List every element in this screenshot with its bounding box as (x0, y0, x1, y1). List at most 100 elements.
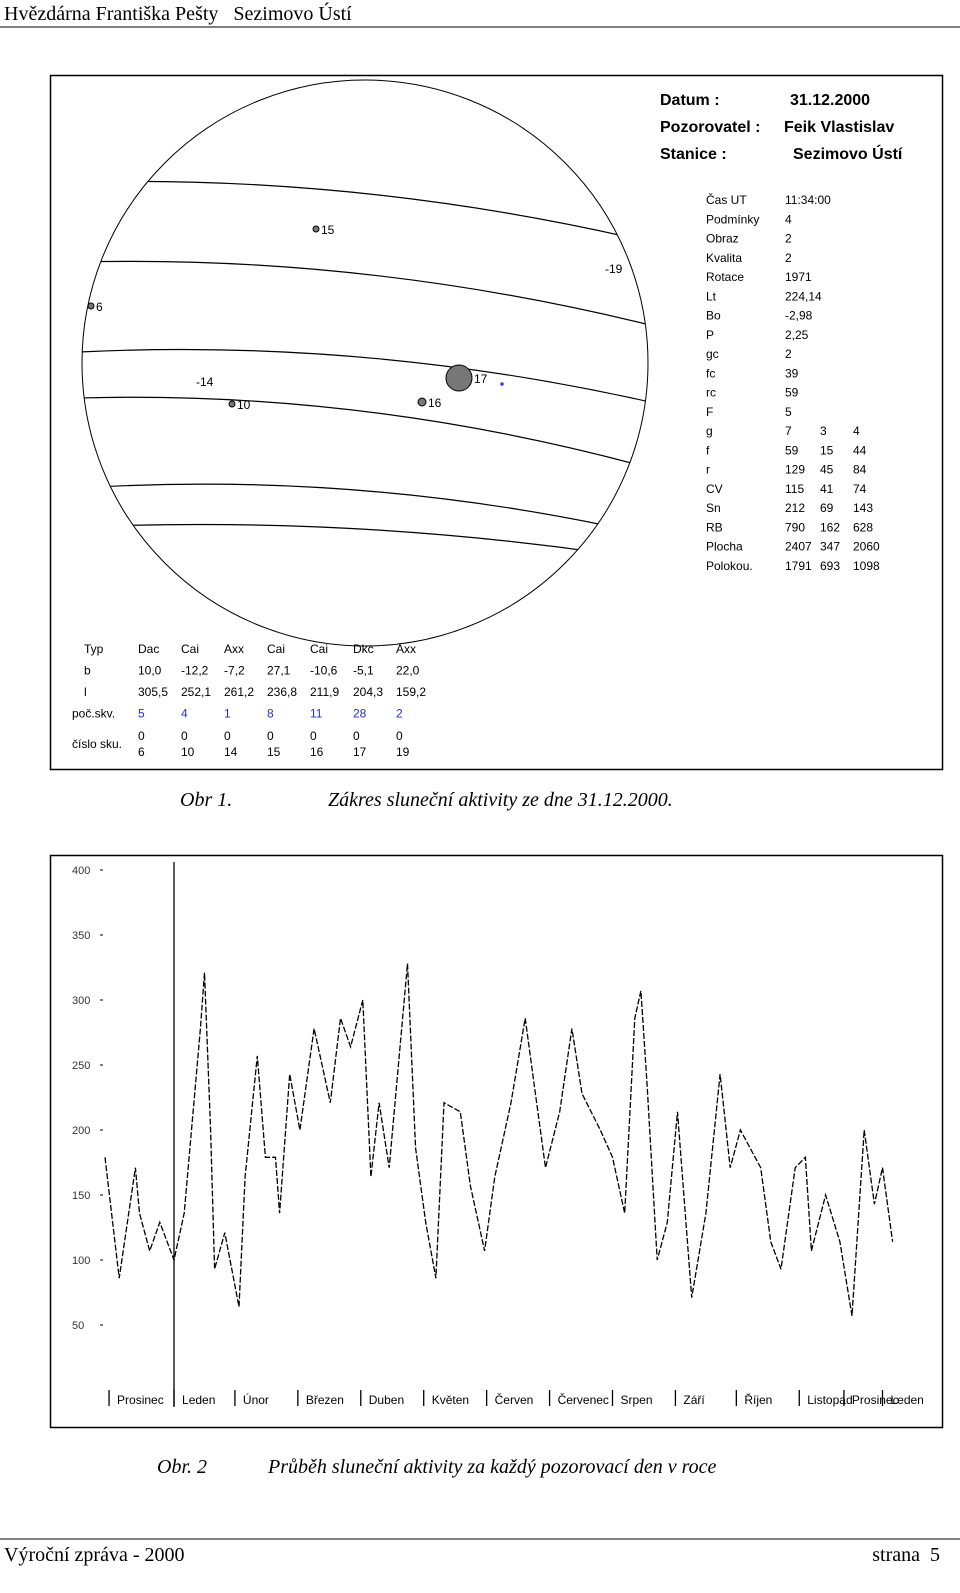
info-cell: rc (706, 386, 716, 400)
latitude-line (82, 523, 648, 561)
info-cell: gc (706, 347, 719, 361)
info-cell: 69 (820, 501, 834, 515)
info-cell: 4 (853, 424, 860, 438)
y-tick-label: 400 (72, 865, 90, 877)
y-tick-label: 50 (72, 1320, 84, 1332)
info-cell: 628 (853, 520, 873, 534)
x-tick-label: Červen (495, 1392, 534, 1407)
spot-marker (500, 382, 504, 386)
footer-right: strana 5 (872, 1544, 940, 1566)
table-cell: Axx (396, 642, 416, 656)
y-tick-label: 250 (72, 1060, 90, 1072)
table-cell: 0 (181, 729, 188, 743)
meta-value: Sezimovo Ústí (793, 144, 903, 163)
table-cell: 204,3 (353, 685, 383, 699)
x-tick-label: Leden (890, 1393, 923, 1407)
table-cell: 10,0 (138, 664, 162, 678)
sunspot (228, 400, 236, 408)
info-cell: Polokou. (706, 559, 753, 573)
y-tick-label: 350 (72, 930, 90, 942)
table-cell: 4 (181, 707, 188, 721)
table-cell: 14 (224, 745, 238, 759)
table-cell: Dkc (353, 642, 374, 656)
info-cell: g (706, 424, 713, 438)
table-cell: 19 (396, 745, 410, 759)
table-cell: 261,2 (224, 685, 254, 699)
table-cell: 159,2 (396, 685, 426, 699)
info-cell: Plocha (706, 540, 743, 554)
info-cell: Sn (706, 501, 721, 515)
y-tick-label: 200 (72, 1125, 90, 1137)
info-cell: Bo (706, 309, 721, 323)
info-cell: 39 (785, 366, 799, 380)
x-tick-label: Srpen (621, 1393, 653, 1407)
info-cell: Kvalita (706, 251, 742, 265)
table-cell: Axx (224, 642, 244, 656)
info-cell: 1098 (853, 559, 880, 573)
info-cell: 143 (853, 501, 873, 515)
info-cell: 2060 (853, 540, 880, 554)
info-cell: 7 (785, 424, 792, 438)
info-cell: 162 (820, 520, 840, 534)
info-cell: r (706, 463, 710, 477)
table-cell: poč.skv. (72, 707, 115, 721)
table-cell: Dac (138, 642, 159, 656)
table-cell: -7,2 (224, 664, 245, 678)
table-cell: -12,2 (181, 664, 209, 678)
info-cell: -2,98 (785, 309, 813, 323)
table-cell: b (84, 664, 91, 678)
x-tick-label: Červenec (558, 1392, 609, 1407)
info-cell: RB (706, 520, 723, 534)
x-tick-label: Prosinec (117, 1393, 164, 1407)
info-cell: 4 (785, 212, 792, 226)
table-cell: 0 (224, 729, 231, 743)
table-cell: -5,1 (353, 664, 374, 678)
info-cell: Obraz (706, 232, 739, 246)
table-cell: 0 (353, 729, 360, 743)
table-cell: 10 (181, 745, 195, 759)
figure2-frame (49, 854, 944, 1429)
table-cell: Cai (267, 642, 285, 656)
spot-label: 10 (237, 398, 251, 412)
table-cell: 5 (138, 707, 145, 721)
info-cell: 2407 (785, 540, 812, 554)
sun-disk (81, 79, 649, 647)
spot-label: 15 (321, 223, 335, 237)
info-cell: 15 (820, 443, 834, 457)
info-cell: 2 (785, 232, 792, 246)
info-cell: Rotace (706, 270, 744, 284)
table-cell: 0 (267, 729, 274, 743)
meta-value: 31.12.2000 (790, 92, 870, 109)
caption-text: Zákres sluneční aktivity ze dne 31.12.20… (328, 789, 673, 811)
x-tick-label: Březen (306, 1393, 344, 1407)
table-cell: Typ (84, 642, 104, 656)
table-cell: 17 (353, 745, 367, 759)
info-cell: 212 (785, 501, 805, 515)
footer-left: Výroční zpráva - 2000 (4, 1544, 185, 1566)
table-cell: 2 (396, 707, 403, 721)
y-tick-label: 100 (72, 1255, 90, 1267)
table-cell: 0 (138, 729, 145, 743)
info-cell: 5 (785, 405, 792, 419)
table-cell: 252,1 (181, 685, 211, 699)
latitude-line (82, 483, 648, 536)
info-cell: Podmínky (706, 212, 759, 226)
table-cell: 28 (353, 707, 367, 721)
latitude-line (82, 260, 648, 326)
latitude-line (82, 180, 648, 243)
y-tick-label: 150 (72, 1190, 90, 1202)
x-tick-label: Říjen (744, 1392, 772, 1407)
info-cell: 2 (785, 347, 792, 361)
table-cell: 15 (267, 745, 281, 759)
info-cell: 115 (785, 482, 804, 496)
info-cell: 74 (853, 482, 867, 496)
table-cell: 11 (310, 707, 323, 721)
x-tick-label: Únor (243, 1392, 269, 1407)
spot-label: 6 (96, 300, 103, 314)
spot-label: 17 (474, 372, 488, 386)
caption-number: Obr 1. (180, 789, 232, 811)
info-cell: fc (706, 366, 715, 380)
info-cell: P (706, 328, 714, 342)
info-cell: 129 (785, 463, 805, 477)
y-tick-label: 300 (72, 995, 90, 1007)
